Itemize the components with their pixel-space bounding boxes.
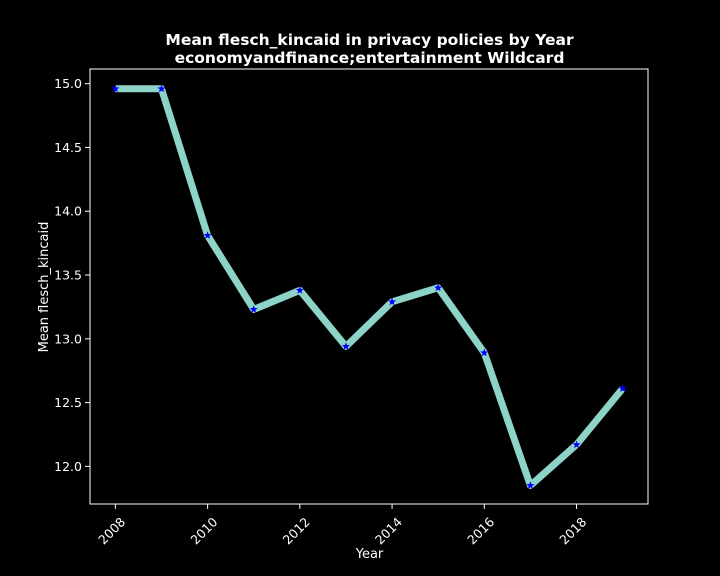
y-tick-label: 12.0 <box>54 459 82 474</box>
data-point-marker <box>203 231 212 239</box>
series-line <box>115 85 626 489</box>
data-point-marker <box>295 286 304 294</box>
y-tick-label: 13.5 <box>54 268 82 283</box>
x-axis-label: Year <box>355 547 384 562</box>
data-point-marker <box>249 305 258 313</box>
data-point-marker <box>111 84 120 93</box>
data-point-marker <box>526 481 535 489</box>
data-point-marker <box>388 297 397 306</box>
y-tick-label: 14.0 <box>54 204 82 219</box>
data-point-marker <box>341 342 350 350</box>
data-point-marker <box>434 283 443 292</box>
y-axis-label: Mean flesch_kincaid <box>37 222 52 353</box>
chart-title: Mean flesch_kincaid in privacy policies … <box>165 31 574 49</box>
y-tick-label: 13.0 <box>54 331 82 346</box>
y-tick-label: 15.0 <box>54 76 82 91</box>
y-tick-label: 12.5 <box>54 395 82 410</box>
y-tick-label: 14.5 <box>54 140 82 155</box>
data-point-marker <box>572 440 581 449</box>
chart-subtitle: economyandfinance;entertainment Wildcard <box>175 49 565 67</box>
data-point-marker <box>618 384 627 392</box>
data-point-marker <box>480 348 489 357</box>
data-point-marker <box>157 84 166 93</box>
axes-frame <box>89 68 649 505</box>
